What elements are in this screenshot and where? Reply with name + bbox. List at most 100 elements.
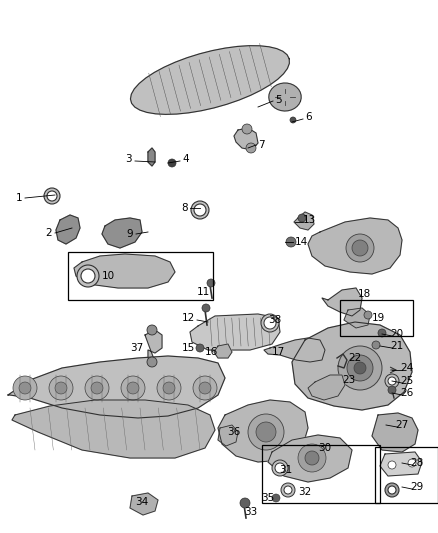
- Text: 12: 12: [182, 313, 195, 323]
- Text: 16: 16: [205, 347, 218, 357]
- Circle shape: [157, 376, 181, 400]
- Text: 24: 24: [400, 363, 413, 373]
- Circle shape: [388, 386, 396, 394]
- Bar: [375, 447, 438, 503]
- Text: 27: 27: [395, 420, 408, 430]
- Circle shape: [202, 304, 210, 312]
- Text: 8: 8: [181, 203, 188, 213]
- Circle shape: [385, 374, 399, 388]
- Circle shape: [168, 159, 176, 167]
- Polygon shape: [56, 215, 80, 244]
- Text: 31: 31: [279, 465, 292, 475]
- Circle shape: [281, 483, 295, 497]
- Text: 20: 20: [390, 329, 403, 339]
- Circle shape: [44, 188, 60, 204]
- Polygon shape: [294, 212, 314, 230]
- Bar: [262, 445, 380, 503]
- Text: 1: 1: [15, 193, 22, 203]
- Circle shape: [81, 269, 95, 283]
- Polygon shape: [190, 314, 280, 350]
- Circle shape: [378, 329, 386, 337]
- Circle shape: [290, 117, 296, 123]
- Circle shape: [275, 463, 285, 473]
- Polygon shape: [234, 128, 258, 150]
- Polygon shape: [372, 413, 418, 452]
- Circle shape: [305, 451, 319, 465]
- Circle shape: [272, 460, 288, 476]
- Text: 13: 13: [303, 215, 316, 225]
- Circle shape: [47, 191, 57, 201]
- Polygon shape: [292, 322, 412, 410]
- Circle shape: [388, 461, 396, 469]
- Circle shape: [196, 344, 204, 352]
- Circle shape: [354, 362, 366, 374]
- Circle shape: [77, 265, 99, 287]
- Circle shape: [388, 377, 396, 385]
- Text: 14: 14: [295, 237, 308, 247]
- Circle shape: [127, 382, 139, 394]
- Circle shape: [388, 486, 396, 494]
- Polygon shape: [268, 435, 352, 482]
- Circle shape: [264, 317, 276, 329]
- Text: 25: 25: [400, 376, 413, 386]
- Polygon shape: [131, 46, 290, 115]
- Text: 22: 22: [348, 353, 361, 363]
- Circle shape: [284, 486, 292, 494]
- Circle shape: [147, 357, 157, 367]
- Circle shape: [298, 214, 306, 222]
- Text: 37: 37: [130, 343, 143, 353]
- Text: 33: 33: [244, 507, 257, 517]
- Circle shape: [385, 483, 399, 497]
- Circle shape: [338, 346, 382, 390]
- Text: 6: 6: [305, 112, 311, 122]
- Polygon shape: [12, 400, 215, 458]
- Polygon shape: [322, 288, 362, 316]
- Circle shape: [347, 355, 373, 381]
- Circle shape: [240, 498, 250, 508]
- Text: 29: 29: [410, 482, 423, 492]
- Circle shape: [55, 382, 67, 394]
- Circle shape: [272, 494, 280, 502]
- Text: 30: 30: [318, 443, 331, 453]
- Text: 34: 34: [135, 497, 148, 507]
- Circle shape: [346, 234, 374, 262]
- Polygon shape: [214, 344, 232, 358]
- Circle shape: [13, 376, 37, 400]
- Polygon shape: [264, 338, 325, 362]
- Text: 35: 35: [261, 493, 274, 503]
- Circle shape: [49, 376, 73, 400]
- Polygon shape: [308, 375, 345, 400]
- Circle shape: [147, 325, 157, 335]
- Circle shape: [193, 376, 217, 400]
- Polygon shape: [218, 425, 238, 446]
- Circle shape: [121, 376, 145, 400]
- Text: 7: 7: [258, 140, 265, 150]
- Circle shape: [91, 382, 103, 394]
- Circle shape: [372, 341, 380, 349]
- Text: 21: 21: [390, 341, 403, 351]
- Text: 5: 5: [275, 95, 282, 105]
- Circle shape: [286, 237, 296, 247]
- Text: 15: 15: [182, 343, 195, 353]
- Polygon shape: [308, 218, 402, 274]
- Polygon shape: [218, 400, 308, 462]
- Circle shape: [408, 459, 416, 467]
- Polygon shape: [380, 452, 422, 476]
- Circle shape: [191, 201, 209, 219]
- Polygon shape: [74, 254, 175, 288]
- Circle shape: [199, 382, 211, 394]
- Circle shape: [364, 311, 372, 319]
- Circle shape: [19, 382, 31, 394]
- Polygon shape: [8, 356, 225, 418]
- Text: 9: 9: [127, 229, 133, 239]
- Circle shape: [194, 204, 206, 216]
- Text: 36: 36: [227, 427, 240, 437]
- Circle shape: [246, 143, 256, 153]
- Circle shape: [256, 422, 276, 442]
- Circle shape: [85, 376, 109, 400]
- Circle shape: [207, 279, 215, 287]
- Text: 17: 17: [272, 347, 285, 357]
- Text: 23: 23: [342, 375, 355, 385]
- Text: 3: 3: [125, 154, 132, 164]
- Polygon shape: [102, 218, 142, 248]
